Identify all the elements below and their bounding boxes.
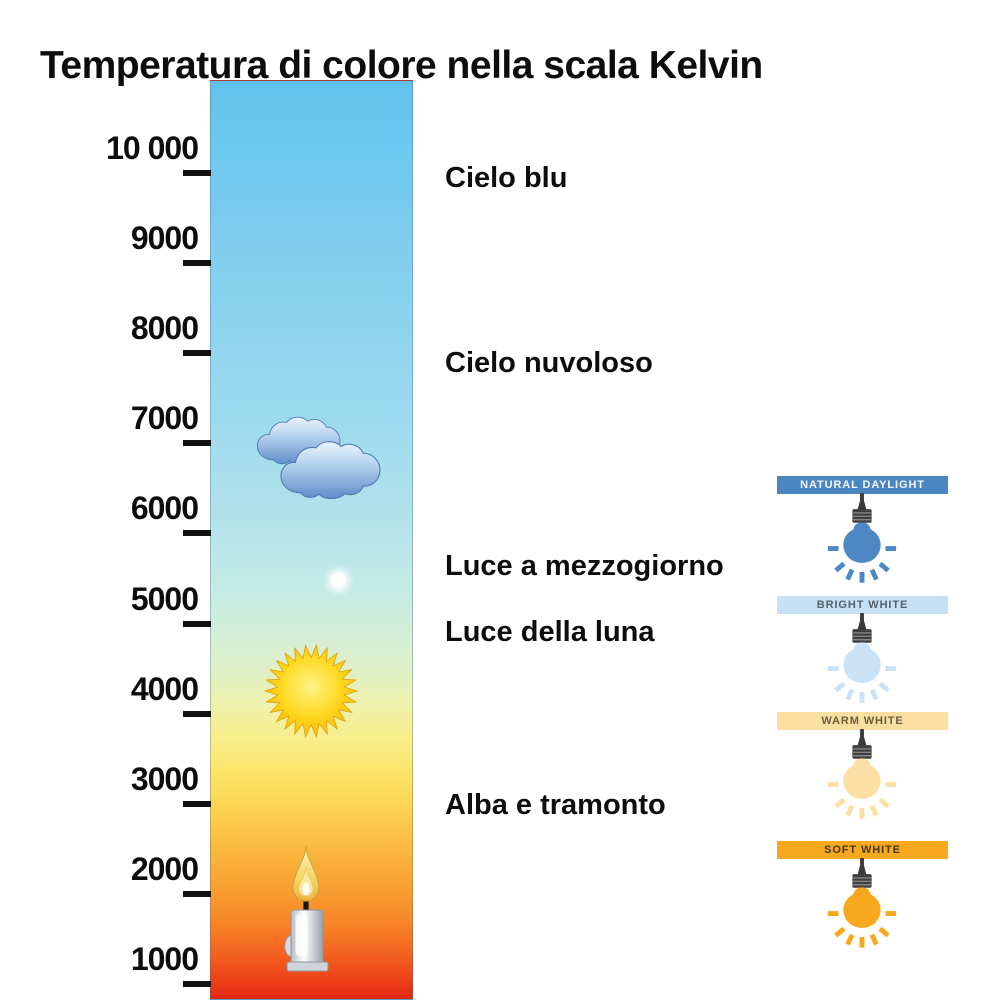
bulb-icon xyxy=(814,729,910,828)
scale-tick-mark-10000 xyxy=(183,170,211,176)
scale-tick-label-2000: 2000 xyxy=(130,850,199,887)
scale-tick-mark-9000 xyxy=(183,260,211,267)
scale-tick-label-8000: 8000 xyxy=(130,310,199,347)
scale-tick-label-6000: 6000 xyxy=(130,490,199,527)
scale-tick-mark-5000 xyxy=(183,620,211,627)
scale-tick-label-9000: 9000 xyxy=(130,220,199,257)
bulb-banner-label: BRIGHT WHITE xyxy=(816,599,909,611)
scale-tick-label-4000: 4000 xyxy=(130,670,199,707)
sun-icon xyxy=(263,643,359,739)
scale-tick-label-1000: 1000 xyxy=(130,941,199,977)
bulb-panel-bright-white: BRIGHT WHITE xyxy=(777,596,948,726)
bulb-icon xyxy=(814,858,910,957)
page-title: Temperatura di colore nella scala Kelvin xyxy=(40,44,763,88)
bulb-panel-warm-white: WARM WHITE xyxy=(777,712,948,842)
scale-tick-mark-8000 xyxy=(183,350,211,357)
annotation-cielo-nuvoloso: Cielo nuvoloso xyxy=(445,347,653,379)
bulb-banner-label: WARM WHITE xyxy=(821,715,904,727)
bulb-icon xyxy=(814,493,910,592)
bulb-panel-natural-daylight: NATURAL DAYLIGHT xyxy=(777,476,948,606)
scale-tick-mark-2000 xyxy=(183,890,211,897)
annotation-luce-della-luna: Luce della luna xyxy=(445,616,655,648)
scale-tick-mark-3000 xyxy=(183,800,211,807)
scale-tick-label-3000: 3000 xyxy=(130,760,199,797)
scale-tick-label-7000: 7000 xyxy=(130,400,199,437)
annotation-luce-a-mezzogiorno: Luce a mezzogiorno xyxy=(445,550,724,582)
annotation-alba-e-tramonto: Alba e tramonto xyxy=(445,789,666,821)
bulb-banner-natural-daylight: NATURAL DAYLIGHT xyxy=(777,476,948,494)
moon-icon xyxy=(330,572,347,589)
candle-icon xyxy=(284,845,329,972)
bulb-banner-label: NATURAL DAYLIGHT xyxy=(800,479,925,491)
scale-tick-mark-4000 xyxy=(183,710,211,717)
clouds-icon xyxy=(256,416,381,499)
bulb-panel-soft-white: SOFT WHITE xyxy=(777,841,948,971)
scale-tick-mark-1000 xyxy=(183,981,211,987)
bulb-banner-soft-white: SOFT WHITE xyxy=(777,841,948,859)
annotation-cielo-blu: Cielo blu xyxy=(445,162,568,194)
bulb-banner-label: SOFT WHITE xyxy=(824,844,901,856)
scale-tick-label-5000: 5000 xyxy=(130,580,199,617)
bulb-banner-bright-white: BRIGHT WHITE xyxy=(777,596,948,614)
scale-tick-mark-7000 xyxy=(183,440,211,447)
kelvin-gradient-bar xyxy=(210,80,413,1000)
bulb-icon xyxy=(814,613,910,712)
scale-tick-mark-6000 xyxy=(183,530,211,537)
scale-tick-label-10000: 10 000 xyxy=(106,130,199,166)
bulb-banner-warm-white: WARM WHITE xyxy=(777,712,948,730)
